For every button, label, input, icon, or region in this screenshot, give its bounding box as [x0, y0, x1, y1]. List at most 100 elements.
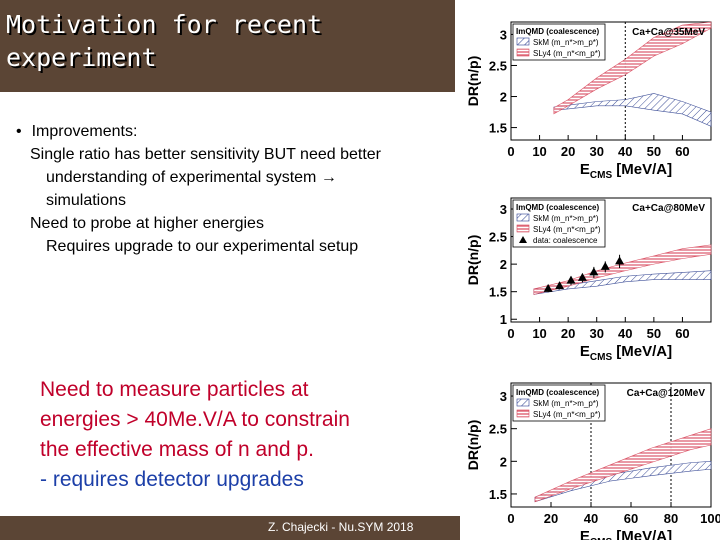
- legend-header: ImQMD (coalescence): [516, 27, 599, 36]
- note-line-3: the effective mass of n and p.: [40, 438, 314, 461]
- x-axis-label-sub: CMS: [590, 352, 613, 363]
- body-line-5: Requires upgrade to our experimental set…: [46, 238, 359, 255]
- legend-entry: SLy4 (m_n*<m_p*): [533, 410, 601, 419]
- x-tick-label: 40: [618, 326, 632, 341]
- chart-title: Ca+Ca@35MeV: [632, 27, 705, 38]
- y-tick-label: 1.5: [489, 487, 507, 502]
- bullet-dot: •: [16, 123, 22, 140]
- data-point: [589, 267, 599, 276]
- body-line-4: Need to probe at higher energies: [30, 215, 264, 232]
- data-point: [577, 272, 587, 281]
- chart-panel-120mev: 0 20 40 60 80 100 1.5 2 2.5 3 DR(n/p) ECMS [MeV/A] I…: [465, 382, 720, 540]
- data-point: [600, 261, 610, 270]
- x-tick-label: 100: [700, 511, 720, 526]
- legend-entry: SkM (m_n*>m_p*): [533, 399, 599, 408]
- chart-title: Ca+Ca@80MeV: [632, 203, 705, 214]
- x-axis-label: ECMS [MeV/A]: [580, 161, 672, 181]
- legend-header: ImQMD (coalescence): [516, 203, 599, 212]
- note-line-4: - requires detector upgrades: [40, 468, 304, 491]
- x-tick-label: 60: [624, 511, 638, 526]
- bullet-item: • Improvements:: [16, 120, 456, 143]
- y-axis-label: DR(n/p): [465, 56, 481, 107]
- y-tick-label: 2.5: [489, 422, 507, 437]
- legend-swatch-skm: [516, 213, 530, 222]
- x-axis-label-e: E: [580, 528, 590, 540]
- legend-box: [512, 199, 606, 248]
- legend-swatch-sly4: [516, 224, 530, 233]
- data-point: [543, 283, 553, 292]
- x-tick-label: 30: [589, 326, 603, 341]
- data-point: [555, 281, 565, 290]
- x-tick-label: 80: [664, 511, 678, 526]
- x-axis-label-e: E: [580, 161, 590, 178]
- plot-frame: [510, 197, 712, 323]
- x-axis-label-unit: [MeV/A]: [612, 343, 672, 360]
- legend-entry: SkM (m_n*>m_p*): [533, 38, 599, 47]
- y-axis-label: DR(n/p): [465, 420, 481, 471]
- body-line-2: understanding of experimental system →: [46, 169, 337, 186]
- x-tick-label: 60: [675, 326, 689, 341]
- chart-panel-35mev: 0 10 20 30 40 50 60 1.5 2 2.5 3 DR(n/p) ECMS [MeV/A]…: [465, 21, 712, 181]
- footer-text: Z. Chajecki - Nu.SYM 2018: [268, 520, 414, 534]
- x-axis-label-sub: CMS: [590, 170, 613, 181]
- x-tick-label: 0: [507, 326, 514, 341]
- x-tick-label: 60: [675, 144, 689, 159]
- x-tick-label: 40: [618, 144, 632, 159]
- legend-entry: SLy4 (m_n*<m_p*): [533, 225, 601, 234]
- x-tick-label: 50: [647, 144, 661, 159]
- body-text: • Improvements: Single ratio has better …: [16, 120, 456, 258]
- legend-entry: SkM (m_n*>m_p*): [533, 214, 599, 223]
- plot-frame: [510, 21, 712, 141]
- footer-bar: Z. Chajecki - Nu.SYM 2018: [0, 516, 460, 540]
- legend-swatch-data: [519, 236, 527, 243]
- x-axis-label-unit: [MeV/A]: [612, 161, 672, 178]
- x-axis-label: ECMS [MeV/A]: [580, 343, 672, 363]
- skm-band: [553, 93, 712, 127]
- x-tick-label: 50: [647, 326, 661, 341]
- sly4-band: [534, 428, 712, 503]
- x-tick-label: 10: [532, 144, 546, 159]
- y-tick-label: 1: [500, 312, 507, 327]
- y-tick-label: 2: [500, 257, 507, 272]
- note-line-2: energies > 40Me.V/A to constrain: [40, 408, 350, 431]
- legend-swatch-skm: [516, 398, 530, 407]
- legend-swatch-sly4: [516, 48, 530, 57]
- x-tick-label: 20: [561, 326, 575, 341]
- title-bar: Motivation for recent experiment: [0, 0, 455, 92]
- legend-swatch-sly4: [516, 409, 530, 418]
- legend-header: ImQMD (coalescence): [516, 388, 599, 397]
- sly4-band: [553, 21, 712, 115]
- chart-panel-80mev: 0 10 20 30 40 50 60 1 1.5 2 2.5 3 DR(n/p) ECMS [MeV/A…: [465, 197, 712, 363]
- y-tick-label: 2.5: [489, 230, 507, 245]
- bullet-label: Improvements:: [31, 123, 138, 140]
- y-tick-label: 3: [500, 389, 507, 404]
- y-axis-label: DR(n/p): [465, 235, 481, 286]
- x-axis-label-e: E: [580, 343, 590, 360]
- y-tick-label: 1.5: [489, 285, 507, 300]
- chart-title: Ca+Ca@120MeV: [627, 388, 706, 399]
- y-tick-label: 1.5: [489, 121, 507, 136]
- y-tick-label: 2: [500, 90, 507, 105]
- x-axis-label: ECMS [MeV/A]: [580, 528, 672, 540]
- slide-title: Motivation for recent experiment: [6, 10, 323, 72]
- y-tick-label: 3: [500, 27, 507, 42]
- x-axis-label-unit: [MeV/A]: [612, 528, 672, 540]
- body-line-1: Single ratio has better sensitivity BUT …: [30, 146, 381, 163]
- x-tick-label: 20: [561, 144, 575, 159]
- x-tick-label: 0: [507, 511, 514, 526]
- skm-band: [533, 270, 712, 295]
- legend-entry: data: coalescence: [533, 236, 598, 245]
- x-tick-label: 0: [507, 144, 514, 159]
- x-tick-label: 40: [584, 511, 598, 526]
- y-tick-label: 2: [500, 454, 507, 469]
- x-tick-label: 30: [589, 144, 603, 159]
- x-axis-label-sub: CMS: [590, 537, 613, 540]
- data-point: [615, 256, 625, 265]
- x-tick-label: 20: [544, 511, 558, 526]
- body-line-3: simulations: [46, 192, 127, 209]
- note-line-1: Need to measure particles at: [40, 378, 309, 401]
- legend-entry: SLy4 (m_n*<m_p*): [533, 49, 601, 58]
- y-tick-label: 2.5: [489, 58, 507, 73]
- highlight-note: Need to measure particles at energies > …: [40, 375, 440, 495]
- y-tick-label: 3: [500, 202, 507, 217]
